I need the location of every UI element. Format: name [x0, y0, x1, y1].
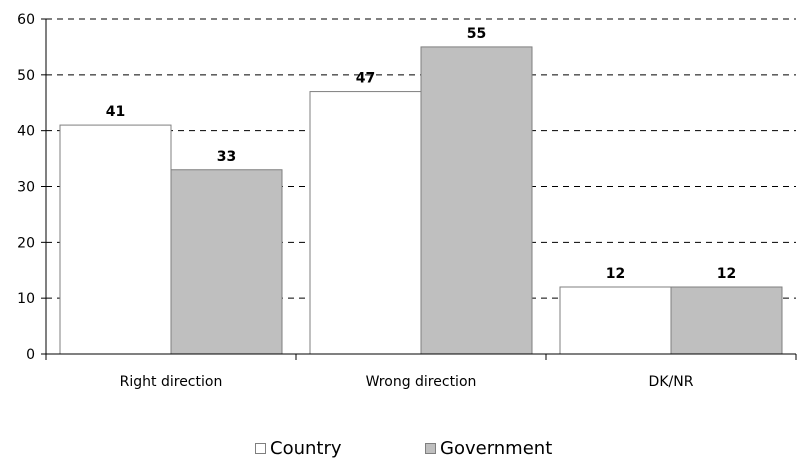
x-category-label: Right direction [120, 374, 223, 390]
legend-label: Government [440, 438, 553, 459]
axes [41, 18, 797, 360]
data-label: 12 [717, 266, 736, 282]
y-tick-label: 10 [17, 291, 35, 307]
legend-swatch [425, 443, 436, 454]
data-label: 33 [217, 149, 236, 165]
x-axis-categories: Right direction Wrong direction DK/NR [120, 374, 694, 390]
x-category-label: DK/NR [649, 374, 694, 390]
bar-government-2 [670, 286, 783, 355]
legend-label: Country [270, 438, 342, 459]
y-tick-label: 0 [26, 347, 35, 363]
data-label: 55 [467, 26, 486, 42]
y-tick-label: 20 [17, 235, 35, 251]
y-axis-ticks: 0 10 20 30 40 50 60 [17, 12, 35, 363]
bar-country-0 [59, 124, 172, 355]
y-tick-label: 30 [17, 180, 35, 196]
data-label: 41 [106, 104, 125, 120]
bar-government-0 [170, 169, 283, 355]
data-labels: 41 33 47 55 12 12 [106, 26, 736, 282]
bar-government-1 [420, 46, 533, 355]
bar-country-2 [559, 286, 672, 355]
data-label: 12 [606, 266, 625, 282]
y-tick-label: 60 [17, 12, 35, 28]
y-tick-label: 40 [17, 124, 35, 140]
bar-country-1 [309, 91, 422, 355]
y-tick-label: 50 [17, 68, 35, 84]
legend-swatch [255, 443, 266, 454]
bars [59, 46, 783, 355]
legend-item-government: Government [425, 438, 552, 459]
bar-chart: 0 10 20 30 40 50 60 Right direction Wrong direc… [17, 12, 797, 390]
legend-item-country: Country [255, 438, 342, 459]
data-label: 47 [356, 71, 375, 87]
legend: Country Government [0, 438, 797, 463]
x-category-label: Wrong direction [366, 374, 477, 390]
